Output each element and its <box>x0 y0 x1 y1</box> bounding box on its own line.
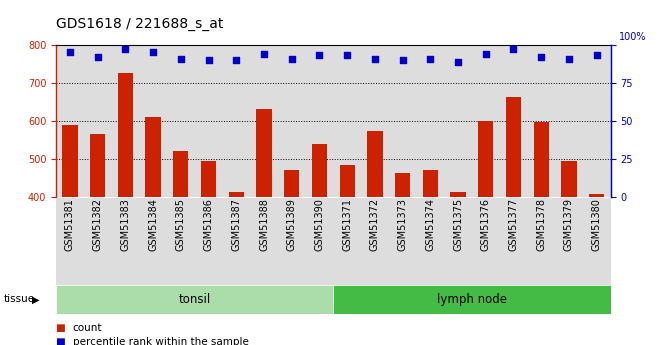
Point <box>425 56 436 61</box>
Text: GSM51378: GSM51378 <box>536 198 546 252</box>
Bar <box>506 97 521 345</box>
Point <box>591 53 602 58</box>
Text: tissue: tissue <box>3 294 34 304</box>
Text: GSM51384: GSM51384 <box>148 198 158 251</box>
Bar <box>173 151 189 345</box>
Text: GSM51375: GSM51375 <box>453 198 463 252</box>
Text: 100%: 100% <box>619 32 646 42</box>
Bar <box>62 125 78 345</box>
Point <box>480 51 491 57</box>
Point <box>176 56 186 61</box>
Text: GSM51376: GSM51376 <box>480 198 491 252</box>
Point <box>231 57 242 63</box>
FancyBboxPatch shape <box>56 198 611 288</box>
FancyBboxPatch shape <box>56 285 333 314</box>
Point <box>453 59 463 64</box>
Point <box>370 56 380 61</box>
Text: GSM51387: GSM51387 <box>231 198 242 252</box>
Bar <box>256 109 272 345</box>
Text: GSM51377: GSM51377 <box>508 198 519 252</box>
Bar <box>367 131 383 345</box>
Bar <box>117 73 133 345</box>
Point <box>203 57 214 63</box>
Text: ▶: ▶ <box>32 294 39 304</box>
Bar <box>422 170 438 345</box>
Bar <box>201 161 216 345</box>
Point <box>92 54 103 60</box>
Text: GSM51374: GSM51374 <box>425 198 436 252</box>
Bar <box>450 192 466 345</box>
Text: GSM51386: GSM51386 <box>203 198 214 251</box>
Text: GSM51380: GSM51380 <box>591 198 602 251</box>
Point <box>148 50 158 55</box>
Point <box>508 47 519 52</box>
Point <box>342 53 352 58</box>
Point <box>397 57 408 63</box>
Bar <box>395 173 411 345</box>
Text: GSM51385: GSM51385 <box>176 198 186 252</box>
Point <box>286 56 297 61</box>
Text: tonsil: tonsil <box>179 293 211 306</box>
Bar <box>561 161 577 345</box>
Bar <box>339 165 355 345</box>
Text: ■: ■ <box>56 324 69 333</box>
FancyBboxPatch shape <box>333 285 610 314</box>
Text: GDS1618 / 221688_s_at: GDS1618 / 221688_s_at <box>56 17 224 31</box>
Text: GSM51372: GSM51372 <box>370 198 380 252</box>
Text: GSM51390: GSM51390 <box>314 198 325 251</box>
Text: GSM51379: GSM51379 <box>564 198 574 252</box>
Bar <box>312 144 327 345</box>
Text: ■: ■ <box>56 337 69 345</box>
Text: GSM51371: GSM51371 <box>342 198 352 252</box>
Text: GSM51389: GSM51389 <box>286 198 297 251</box>
Text: GSM51388: GSM51388 <box>259 198 269 251</box>
Text: GSM51383: GSM51383 <box>120 198 131 251</box>
Bar <box>589 194 605 345</box>
Point <box>259 51 269 57</box>
Point <box>564 56 574 61</box>
Text: percentile rank within the sample: percentile rank within the sample <box>73 337 248 345</box>
Point <box>314 53 325 58</box>
Point <box>536 54 546 60</box>
Text: GSM51381: GSM51381 <box>65 198 75 251</box>
Bar <box>533 121 549 345</box>
Bar <box>90 134 106 345</box>
Point <box>120 47 131 52</box>
Bar <box>145 117 161 345</box>
Point <box>65 50 75 55</box>
Text: GSM51373: GSM51373 <box>397 198 408 252</box>
Bar <box>284 170 300 345</box>
Text: count: count <box>73 324 102 333</box>
Text: lymph node: lymph node <box>437 293 507 306</box>
Text: GSM51382: GSM51382 <box>92 198 103 252</box>
Bar <box>228 192 244 345</box>
Bar <box>478 121 494 345</box>
